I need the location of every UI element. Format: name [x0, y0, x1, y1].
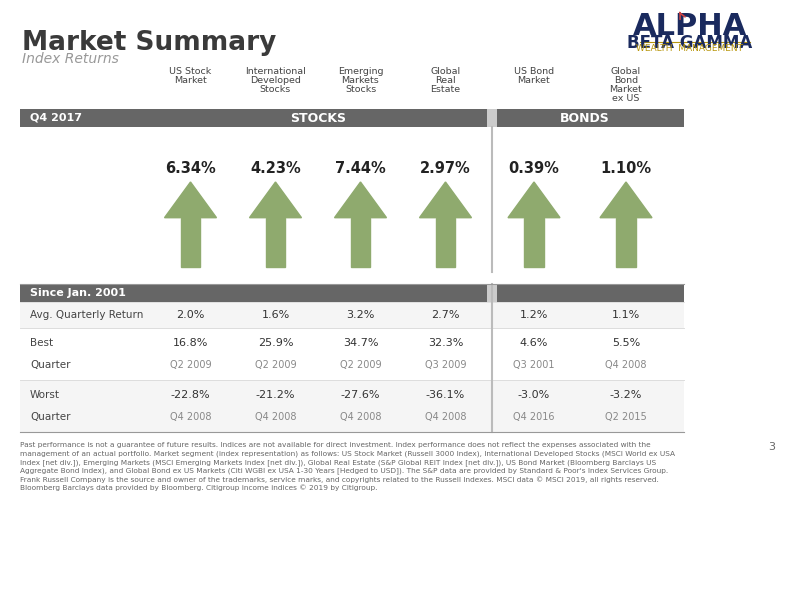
Bar: [497, 284, 684, 302]
Text: 2.97%: 2.97%: [420, 161, 471, 176]
Bar: [487, 109, 497, 127]
Text: Market: Market: [518, 76, 550, 85]
Text: Q3 2009: Q3 2009: [425, 360, 466, 370]
Text: -36.1%: -36.1%: [426, 390, 465, 400]
Text: Avg. Quarterly Return: Avg. Quarterly Return: [30, 310, 143, 320]
Text: Since Jan. 2001: Since Jan. 2001: [30, 288, 126, 298]
Text: Best: Best: [30, 338, 53, 348]
Text: 5.5%: 5.5%: [612, 338, 640, 348]
Text: Q4 2008: Q4 2008: [605, 360, 647, 370]
Text: Global: Global: [611, 67, 641, 76]
Text: Quarter: Quarter: [30, 360, 70, 370]
Text: 1.1%: 1.1%: [612, 310, 640, 320]
Polygon shape: [265, 218, 285, 267]
Text: US Stock: US Stock: [169, 67, 211, 76]
Polygon shape: [181, 218, 200, 267]
Bar: [487, 284, 497, 302]
Text: Index [net div.]), Emerging Markets (MSCI Emerging Markets Index [net div.]), Gl: Index [net div.]), Emerging Markets (MSC…: [20, 459, 656, 466]
Text: 7.44%: 7.44%: [335, 161, 386, 176]
Text: WEALTH  MANAGEMENT: WEALTH MANAGEMENT: [637, 44, 744, 53]
Text: Bloomberg Barclays data provided by Bloomberg. Citigroup income indices © 2019 b: Bloomberg Barclays data provided by Bloo…: [20, 485, 378, 491]
Text: STOCKS: STOCKS: [290, 111, 346, 124]
Text: 4.23%: 4.23%: [250, 161, 301, 176]
Text: 1.2%: 1.2%: [520, 310, 548, 320]
Text: -3.2%: -3.2%: [610, 390, 642, 400]
Text: BETA GAMMA: BETA GAMMA: [627, 34, 752, 52]
Text: Q4 2017: Q4 2017: [30, 113, 82, 123]
Text: Market Summary: Market Summary: [22, 30, 276, 56]
Polygon shape: [334, 182, 386, 218]
Text: Bond: Bond: [614, 76, 638, 85]
Bar: [20, 302, 684, 328]
Text: Q4 2008: Q4 2008: [169, 412, 211, 422]
Text: Q4 2008: Q4 2008: [340, 412, 381, 422]
Polygon shape: [165, 182, 216, 218]
Text: 32.3%: 32.3%: [428, 338, 463, 348]
Text: BONDS: BONDS: [560, 111, 610, 124]
Text: 6.34%: 6.34%: [165, 161, 216, 176]
Text: ex US: ex US: [612, 94, 640, 103]
Polygon shape: [436, 218, 455, 267]
Text: Q4 2008: Q4 2008: [425, 412, 466, 422]
Polygon shape: [351, 218, 371, 267]
Text: Q4 2016: Q4 2016: [513, 412, 554, 422]
Text: Real: Real: [435, 76, 456, 85]
Text: -21.2%: -21.2%: [256, 390, 295, 400]
Text: Q2 2009: Q2 2009: [340, 360, 381, 370]
Polygon shape: [249, 182, 302, 218]
Text: Q2 2015: Q2 2015: [605, 412, 647, 422]
Text: -3.0%: -3.0%: [518, 390, 550, 400]
Text: Q3 2001: Q3 2001: [513, 360, 554, 370]
Text: Index Returns: Index Returns: [22, 52, 119, 66]
Text: 2.0%: 2.0%: [177, 310, 204, 320]
Bar: [20, 284, 488, 302]
Text: Worst: Worst: [30, 390, 60, 400]
Text: Market: Market: [610, 85, 642, 94]
Text: Frank Russell Company is the source and owner of the trademarks, service marks, : Frank Russell Company is the source and …: [20, 476, 659, 483]
Text: -27.6%: -27.6%: [341, 390, 380, 400]
Text: 0.39%: 0.39%: [508, 161, 559, 176]
Text: management of an actual portfolio. Market segment (index representation) as foll: management of an actual portfolio. Marke…: [20, 450, 675, 457]
Text: Stocks: Stocks: [260, 85, 291, 94]
Polygon shape: [600, 182, 652, 218]
Text: US Bond: US Bond: [514, 67, 554, 76]
Text: 16.8%: 16.8%: [173, 338, 208, 348]
Text: 1.6%: 1.6%: [261, 310, 290, 320]
Text: Past performance is not a guarantee of future results. Indices are not available: Past performance is not a guarantee of f…: [20, 442, 650, 448]
Text: 3: 3: [768, 442, 775, 452]
Text: Q2 2009: Q2 2009: [255, 360, 296, 370]
Text: -22.8%: -22.8%: [171, 390, 211, 400]
Text: 2.7%: 2.7%: [432, 310, 459, 320]
Text: Q4 2008: Q4 2008: [255, 412, 296, 422]
Text: International: International: [246, 67, 306, 76]
Polygon shape: [616, 218, 636, 267]
Polygon shape: [420, 182, 471, 218]
Text: Global: Global: [430, 67, 461, 76]
Text: Stocks: Stocks: [345, 85, 376, 94]
Text: Aggregate Bond Index), and Global Bond ex US Markets (Citi WGBI ex USA 1-30 Year: Aggregate Bond Index), and Global Bond e…: [20, 468, 668, 474]
Text: Q2 2009: Q2 2009: [169, 360, 211, 370]
Text: ALPHA: ALPHA: [633, 12, 747, 41]
Text: 25.9%: 25.9%: [257, 338, 293, 348]
Polygon shape: [524, 218, 544, 267]
Text: 4.6%: 4.6%: [520, 338, 548, 348]
Text: Estate: Estate: [430, 85, 461, 94]
Bar: [497, 109, 684, 127]
Text: Markets: Markets: [341, 76, 379, 85]
Text: Market: Market: [174, 76, 207, 85]
Polygon shape: [508, 182, 560, 218]
Bar: [20, 380, 684, 432]
Text: Emerging: Emerging: [337, 67, 383, 76]
Text: Developed: Developed: [250, 76, 301, 85]
Bar: [20, 109, 488, 127]
Bar: [20, 328, 684, 380]
Text: 34.7%: 34.7%: [343, 338, 379, 348]
Text: 1.10%: 1.10%: [600, 161, 652, 176]
Text: 3.2%: 3.2%: [346, 310, 375, 320]
Text: Quarter: Quarter: [30, 412, 70, 422]
